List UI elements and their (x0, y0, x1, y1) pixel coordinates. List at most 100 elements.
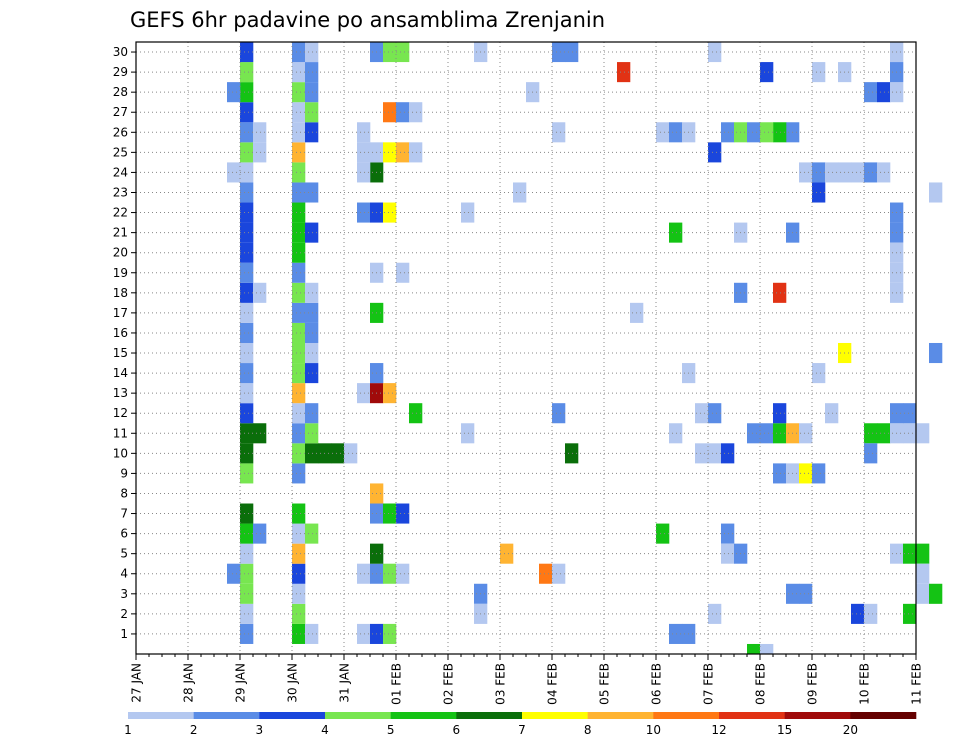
legend-label: 2 (190, 723, 198, 737)
heatmap-cell (253, 142, 267, 163)
heatmap-cell (292, 142, 306, 163)
heatmap-cell (903, 603, 917, 624)
heatmap-cell (292, 302, 306, 323)
x-tick-label: 09 FEB (806, 663, 820, 705)
heatmap-cell (825, 403, 839, 424)
y-tick-label: 21 (113, 226, 128, 240)
heatmap-cell (916, 563, 930, 584)
heatmap-cell (240, 42, 254, 63)
heatmap-cell (305, 82, 319, 103)
heatmap-cell (760, 643, 774, 654)
heatmap-cell (344, 443, 358, 464)
legend-label: 8 (584, 723, 592, 737)
heatmap-cell (552, 42, 566, 63)
x-tick-label: 04 FEB (546, 663, 560, 705)
x-tick-label: 08 FEB (754, 663, 768, 705)
heatmap-cell (383, 383, 397, 404)
heatmap-cell (708, 142, 722, 163)
legend-label: 10 (646, 723, 661, 737)
heatmap-cell (253, 282, 267, 303)
heatmap-cell (305, 182, 319, 203)
heatmap-cell (292, 563, 306, 584)
heatmap-cell (383, 102, 397, 123)
legend-swatch (128, 712, 194, 719)
x-tick-label: 31 JAN (338, 663, 352, 703)
heatmap-cell (409, 102, 423, 123)
heatmap-cell (695, 403, 709, 424)
heatmap-cell (461, 202, 475, 223)
legend-swatch (850, 712, 917, 719)
y-tick-label: 18 (113, 286, 128, 300)
heatmap-cell (292, 623, 306, 644)
heatmap-cell (305, 222, 319, 243)
heatmap-cell (305, 363, 319, 384)
heatmap-cell (292, 122, 306, 143)
heatmap-cell (305, 102, 319, 123)
heatmap-cell (461, 423, 475, 444)
legend-swatch (390, 712, 457, 719)
legend-swatch (193, 712, 260, 719)
heatmap-cell (721, 523, 735, 544)
heatmap-cell (773, 122, 787, 143)
y-tick-label: 28 (113, 85, 128, 99)
heatmap-cell (240, 503, 254, 524)
color-legend: 1 2 3 4 5 6 7 8 10 12 15 20 (124, 712, 917, 737)
heatmap-cell (240, 102, 254, 123)
heatmap-cell (240, 242, 254, 263)
heatmap-cell (292, 603, 306, 624)
y-tick-label: 23 (113, 185, 128, 199)
legend-swatch (784, 712, 851, 719)
heatmap-cell (383, 42, 397, 63)
heatmap-cell (669, 623, 683, 644)
legend-swatch (653, 712, 720, 719)
heatmap-cell (240, 523, 254, 544)
heatmap-cell (292, 282, 306, 303)
heatmap-cell (864, 603, 878, 624)
heatmap-cell (552, 403, 566, 424)
x-tick-label: 03 FEB (494, 663, 508, 705)
heatmap-cell (539, 563, 553, 584)
heatmap-cell (851, 162, 865, 183)
y-tick-label: 4 (120, 567, 128, 581)
y-tick-label: 27 (113, 105, 128, 119)
heatmap-cell (396, 563, 410, 584)
x-tick-label: 27 JAN (130, 663, 144, 703)
heatmap-cell (305, 623, 319, 644)
heatmap-cell (760, 62, 774, 83)
heatmap-cell (669, 122, 683, 143)
heatmap-cell (903, 543, 917, 564)
heatmap-cell (799, 463, 813, 484)
heatmap-cell (825, 162, 839, 183)
heatmap-cell (305, 122, 319, 143)
legend-swatch (456, 712, 523, 719)
heatmap-cell (292, 503, 306, 524)
heatmap-cell (305, 443, 319, 464)
heatmap-cell (864, 162, 878, 183)
heatmap-cell (305, 403, 319, 424)
heatmap-cell (708, 603, 722, 624)
heatmap-cell (240, 603, 254, 624)
heatmap-cell (552, 563, 566, 584)
heatmap-cell (812, 62, 826, 83)
heatmap-cell (812, 363, 826, 384)
heatmap-cell (903, 403, 917, 424)
heatmap-cell (240, 443, 254, 464)
heatmap-cell (903, 423, 917, 444)
heatmap-cell (747, 643, 761, 654)
y-tick-label: 16 (113, 326, 128, 340)
y-tick-label: 5 (120, 547, 128, 561)
legend-label: 1 (124, 723, 132, 737)
y-axis: 1234567891011121314151617181920212223242… (113, 45, 136, 641)
heatmap-cell (292, 162, 306, 183)
y-tick-label: 3 (120, 587, 128, 601)
heatmap-cell (240, 302, 254, 323)
heatmap-cell (656, 122, 670, 143)
heatmap-cell (864, 82, 878, 103)
heatmap-cell (240, 122, 254, 143)
heatmap-cell (708, 443, 722, 464)
heatmap-cell (240, 342, 254, 364)
heatmap-cell (240, 363, 254, 384)
heatmap-cell (357, 623, 371, 644)
x-tick-label: 05 FEB (598, 663, 612, 705)
y-tick-label: 9 (120, 466, 128, 480)
